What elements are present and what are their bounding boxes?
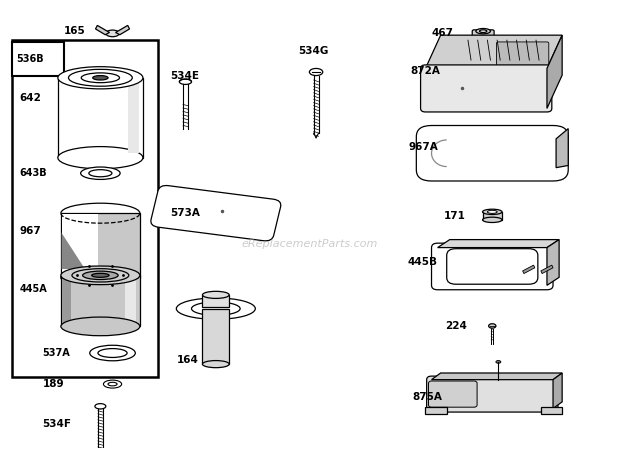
FancyBboxPatch shape [497,42,549,66]
Bar [62,214,97,277]
Ellipse shape [61,268,140,288]
Ellipse shape [482,217,502,222]
Text: 224: 224 [445,321,467,332]
Ellipse shape [93,76,108,80]
Ellipse shape [479,30,487,33]
Bar [203,308,229,364]
Ellipse shape [61,266,140,284]
Text: 165: 165 [64,26,86,36]
Bar [62,278,71,324]
Text: 534F: 534F [43,419,72,429]
Ellipse shape [58,147,143,169]
Ellipse shape [95,404,106,409]
Text: 534G: 534G [298,46,328,56]
Ellipse shape [203,361,229,368]
Text: 171: 171 [444,211,466,221]
Ellipse shape [89,170,112,177]
Bar [125,278,136,324]
Ellipse shape [179,79,192,84]
Polygon shape [438,240,559,248]
Polygon shape [553,373,562,409]
Polygon shape [115,25,130,35]
Text: 642: 642 [20,93,42,103]
Ellipse shape [309,68,323,76]
Polygon shape [61,232,85,269]
Ellipse shape [106,30,119,37]
FancyBboxPatch shape [446,249,538,284]
Text: 467: 467 [432,29,453,39]
Text: 189: 189 [43,379,64,389]
Text: 573A: 573A [170,208,200,218]
Bar [12,40,158,377]
Bar [61,213,140,278]
Text: 537A: 537A [43,348,71,358]
FancyBboxPatch shape [416,125,568,181]
Polygon shape [432,373,562,380]
Text: 445A: 445A [20,284,47,294]
Polygon shape [547,35,562,108]
Ellipse shape [72,269,129,282]
FancyBboxPatch shape [420,65,552,112]
Polygon shape [95,25,110,35]
Ellipse shape [192,302,240,315]
Ellipse shape [476,29,490,34]
Polygon shape [425,35,562,68]
Ellipse shape [58,67,143,89]
Bar [12,42,64,76]
Ellipse shape [176,298,255,319]
Ellipse shape [98,349,127,357]
Bar [128,78,139,153]
Ellipse shape [81,73,120,82]
Ellipse shape [90,345,135,361]
Text: 967: 967 [20,226,42,236]
Ellipse shape [92,273,109,277]
Text: 967A: 967A [409,142,438,152]
Ellipse shape [487,210,497,213]
Bar [203,295,229,307]
Ellipse shape [82,271,118,280]
Ellipse shape [104,380,122,388]
Ellipse shape [474,39,492,47]
Text: 872A: 872A [410,66,440,76]
FancyBboxPatch shape [428,381,477,407]
FancyBboxPatch shape [432,243,553,290]
Text: 445B: 445B [407,257,437,267]
FancyBboxPatch shape [151,185,281,241]
Text: 164: 164 [176,355,198,365]
Ellipse shape [61,317,140,336]
FancyBboxPatch shape [427,376,558,412]
Polygon shape [541,265,553,274]
Ellipse shape [482,209,502,215]
Bar [61,275,140,326]
Polygon shape [547,240,559,285]
Polygon shape [556,129,568,168]
Ellipse shape [489,324,496,328]
Polygon shape [523,265,535,274]
Bar [58,78,143,158]
Text: eReplacementParts.com: eReplacementParts.com [242,239,378,249]
Ellipse shape [203,291,229,299]
Bar [482,212,502,220]
Text: 875A: 875A [412,392,442,402]
Bar [425,407,446,414]
Ellipse shape [81,167,120,179]
Text: 534E: 534E [170,71,199,81]
Ellipse shape [496,361,501,363]
FancyBboxPatch shape [472,30,494,42]
Bar [541,407,562,414]
Text: 536B: 536B [17,54,44,64]
Text: 643B: 643B [20,168,47,178]
Ellipse shape [108,382,117,386]
Ellipse shape [68,69,132,86]
